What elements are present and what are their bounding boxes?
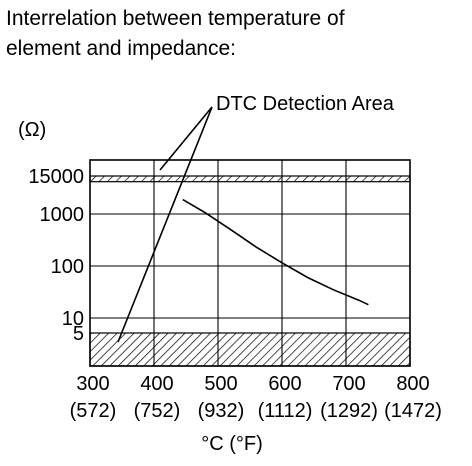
y-tick-label: 10 [62,308,84,330]
x-axis-label: °C (°F) [201,433,263,455]
detection-band-0 [89,175,411,183]
x-tick-label: 300 [76,373,109,395]
x-tick-sublabel: (1472) [384,400,442,422]
x-tick-label: 800 [396,373,429,395]
x-tick-sublabel: (932) [198,400,245,422]
y-axis-label: (Ω) [18,119,46,141]
y-tick-label: 100 [51,256,84,278]
y-tick-label: 1000 [40,204,85,226]
chart-title-line-2: element and impedance: [6,37,236,60]
detection-band-1 [89,332,411,367]
x-tick-sublabel: (1112) [258,400,313,422]
plot-frame [89,159,411,367]
annotation-leader-bottom [117,106,213,343]
x-tick-label: 600 [268,373,301,395]
chart-title-line-1: Interrelation between temperature of [6,7,345,30]
chart-title: Interrelation between temperature of ele… [6,4,466,64]
series-line-0 [182,198,369,306]
annotation: DTC Detection Area [117,93,395,343]
x-tick-sublabel: (572) [70,400,117,422]
annotation-text: DTC Detection Area [216,93,395,115]
x-tick-sublabel: (1292) [320,400,378,422]
annotation-leader-top [159,106,213,171]
x-tick-label: 500 [204,373,237,395]
y-tick-label: 5 [73,323,84,345]
x-tick-sublabel: (752) [134,400,181,422]
x-tick-label: 700 [332,373,365,395]
y-tick-label: 15000 [28,166,84,188]
x-tick-label: 400 [140,373,173,395]
